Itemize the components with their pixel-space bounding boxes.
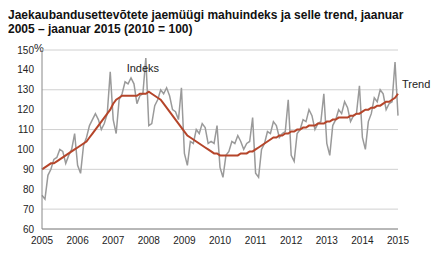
svg-text:60: 60 <box>23 224 35 235</box>
svg-text:2015: 2015 <box>387 235 410 246</box>
svg-text:2013: 2013 <box>316 235 339 246</box>
svg-text:130: 130 <box>17 84 34 95</box>
svg-text:2007: 2007 <box>102 235 125 246</box>
svg-text:2010: 2010 <box>209 235 232 246</box>
svg-text:Trend: Trend <box>402 78 430 90</box>
svg-text:70: 70 <box>23 204 35 215</box>
svg-text:2005: 2005 <box>31 235 54 246</box>
svg-text:2014: 2014 <box>351 235 374 246</box>
svg-text:2008: 2008 <box>138 235 161 246</box>
svg-text:2006: 2006 <box>66 235 89 246</box>
svg-text:2012: 2012 <box>280 235 303 246</box>
svg-text:2009: 2009 <box>173 235 196 246</box>
svg-text:Indeks: Indeks <box>127 62 160 74</box>
svg-text:80: 80 <box>23 184 35 195</box>
svg-text:90: 90 <box>23 164 35 175</box>
svg-text:110: 110 <box>18 124 34 135</box>
svg-text:100: 100 <box>17 144 34 155</box>
html-text:Jaekaubandusettevõtete jaemüüg: Jaekaubandusettevõtete jaemüügi mahuinde… <box>8 8 404 36</box>
svg-text:120: 120 <box>17 104 34 115</box>
svg-text:150: 150 <box>17 45 34 56</box>
svg-text:2011: 2011 <box>245 235 267 246</box>
svg-text:140: 140 <box>17 64 34 75</box>
